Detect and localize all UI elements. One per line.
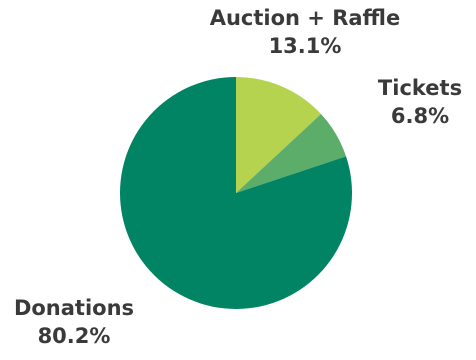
slice-label-tickets: Tickets 6.8%	[356, 74, 476, 130]
slice-label-donations: Donations 80.2%	[0, 294, 148, 350]
slice-name-tickets: Tickets	[377, 76, 463, 100]
pie-slice-donations	[120, 77, 353, 309]
slice-label-auction-raffle: Auction + Raffle 13.1%	[182, 4, 428, 60]
slice-name-donations: Donations	[13, 296, 135, 320]
pie-slices	[120, 77, 353, 309]
slice-value-auction-raffle: 13.1%	[268, 34, 342, 58]
slice-value-tickets: 6.8%	[390, 104, 450, 128]
slice-name-auction-raffle: Auction + Raffle	[209, 6, 401, 30]
pie-slice-auction-raffle	[236, 77, 321, 193]
slice-value-donations: 80.2%	[37, 324, 111, 348]
pie-slice-tickets	[236, 114, 347, 193]
